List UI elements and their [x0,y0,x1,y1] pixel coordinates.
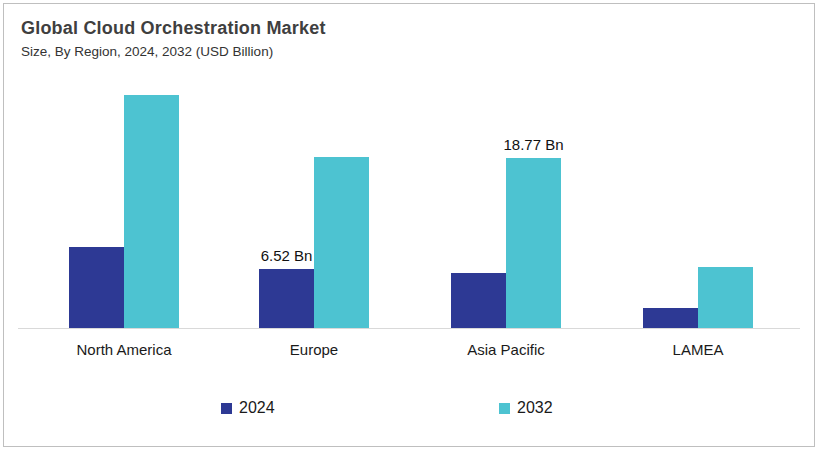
bar-2024-europe [259,269,314,328]
x-axis-label-lamea: LAMEA [673,341,724,358]
bar-value-label-asia-pacific-2032: 18.77 Bn [503,136,563,153]
bar-2032-europe [314,157,369,328]
bar-2032-asia-pacific [506,158,561,328]
legend-swatch-2024 [221,403,232,414]
bar-2032-lamea [698,267,753,328]
bar-chart-plot-area: 6.52 Bn 18.77 Bn [18,89,800,329]
x-axis-label-europe: Europe [290,341,338,358]
x-axis-line [18,328,800,329]
legend-label-2032: 2032 [517,399,553,417]
chart-subtitle: Size, By Region, 2024, 2032 (USD Billion… [21,44,273,59]
chart-card: Global Cloud Orchestration Market Size, … [3,3,815,447]
legend-swatch-2032 [499,403,510,414]
legend-item-2024: 2024 [221,399,275,417]
bar-2024-asia-pacific [451,273,506,328]
x-axis-label-asia-pacific: Asia Pacific [467,341,545,358]
bar-2032-north-america [124,95,179,328]
bar-2024-north-america [69,247,124,328]
legend-label-2024: 2024 [239,399,275,417]
x-axis-label-north-america: North America [76,341,171,358]
bar-value-label-europe-2024: 6.52 Bn [261,247,313,264]
chart-title: Global Cloud Orchestration Market [21,18,326,39]
bar-2024-lamea [643,308,698,328]
legend-item-2032: 2032 [499,399,553,417]
